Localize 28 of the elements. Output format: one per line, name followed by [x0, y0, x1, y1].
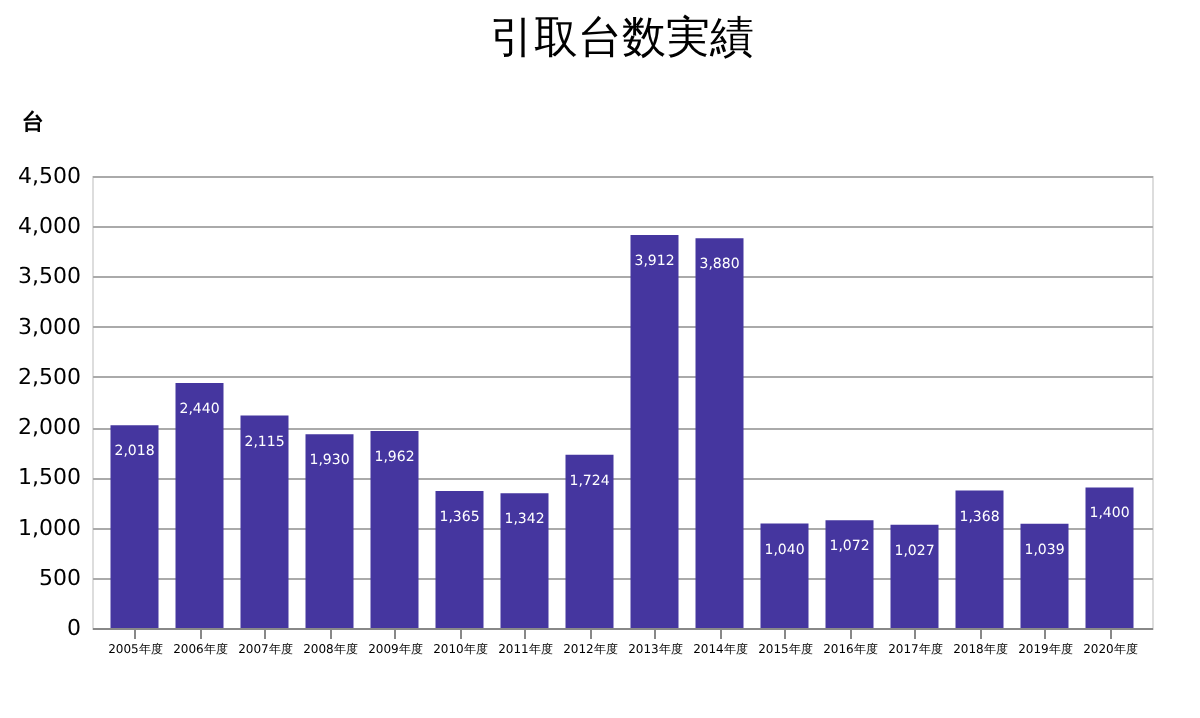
bar: [110, 425, 159, 628]
bar: [175, 382, 224, 628]
bar: [370, 430, 419, 628]
y-tick-label: 2,000: [18, 414, 81, 441]
y-tick-label: 3,500: [18, 263, 81, 290]
bar: [435, 490, 484, 628]
y-tick-label: 1,500: [18, 464, 81, 491]
bar: [1020, 523, 1069, 628]
bar: [955, 490, 1004, 628]
chart-title: 引取台数実績: [490, 14, 754, 64]
y-tick-label: 2,500: [18, 363, 81, 390]
bar: [630, 235, 679, 628]
y-axis-title: 台: [22, 109, 44, 135]
bar: [695, 238, 744, 628]
bar: [565, 454, 614, 628]
bar: [760, 523, 809, 628]
y-tick-label: 3,000: [18, 313, 81, 340]
bar: [240, 415, 289, 628]
bar: [1085, 487, 1134, 628]
bar: [890, 524, 939, 628]
y-tick-label: 500: [39, 564, 81, 591]
y-tick-label: 1,000: [18, 514, 81, 541]
y-tick-label: 4,500: [18, 163, 81, 189]
bar: [500, 493, 549, 628]
y-tick-label: 4,000: [18, 213, 81, 240]
bar: [825, 520, 874, 628]
bar: [305, 434, 354, 628]
y-tick-label: 0: [67, 615, 81, 641]
